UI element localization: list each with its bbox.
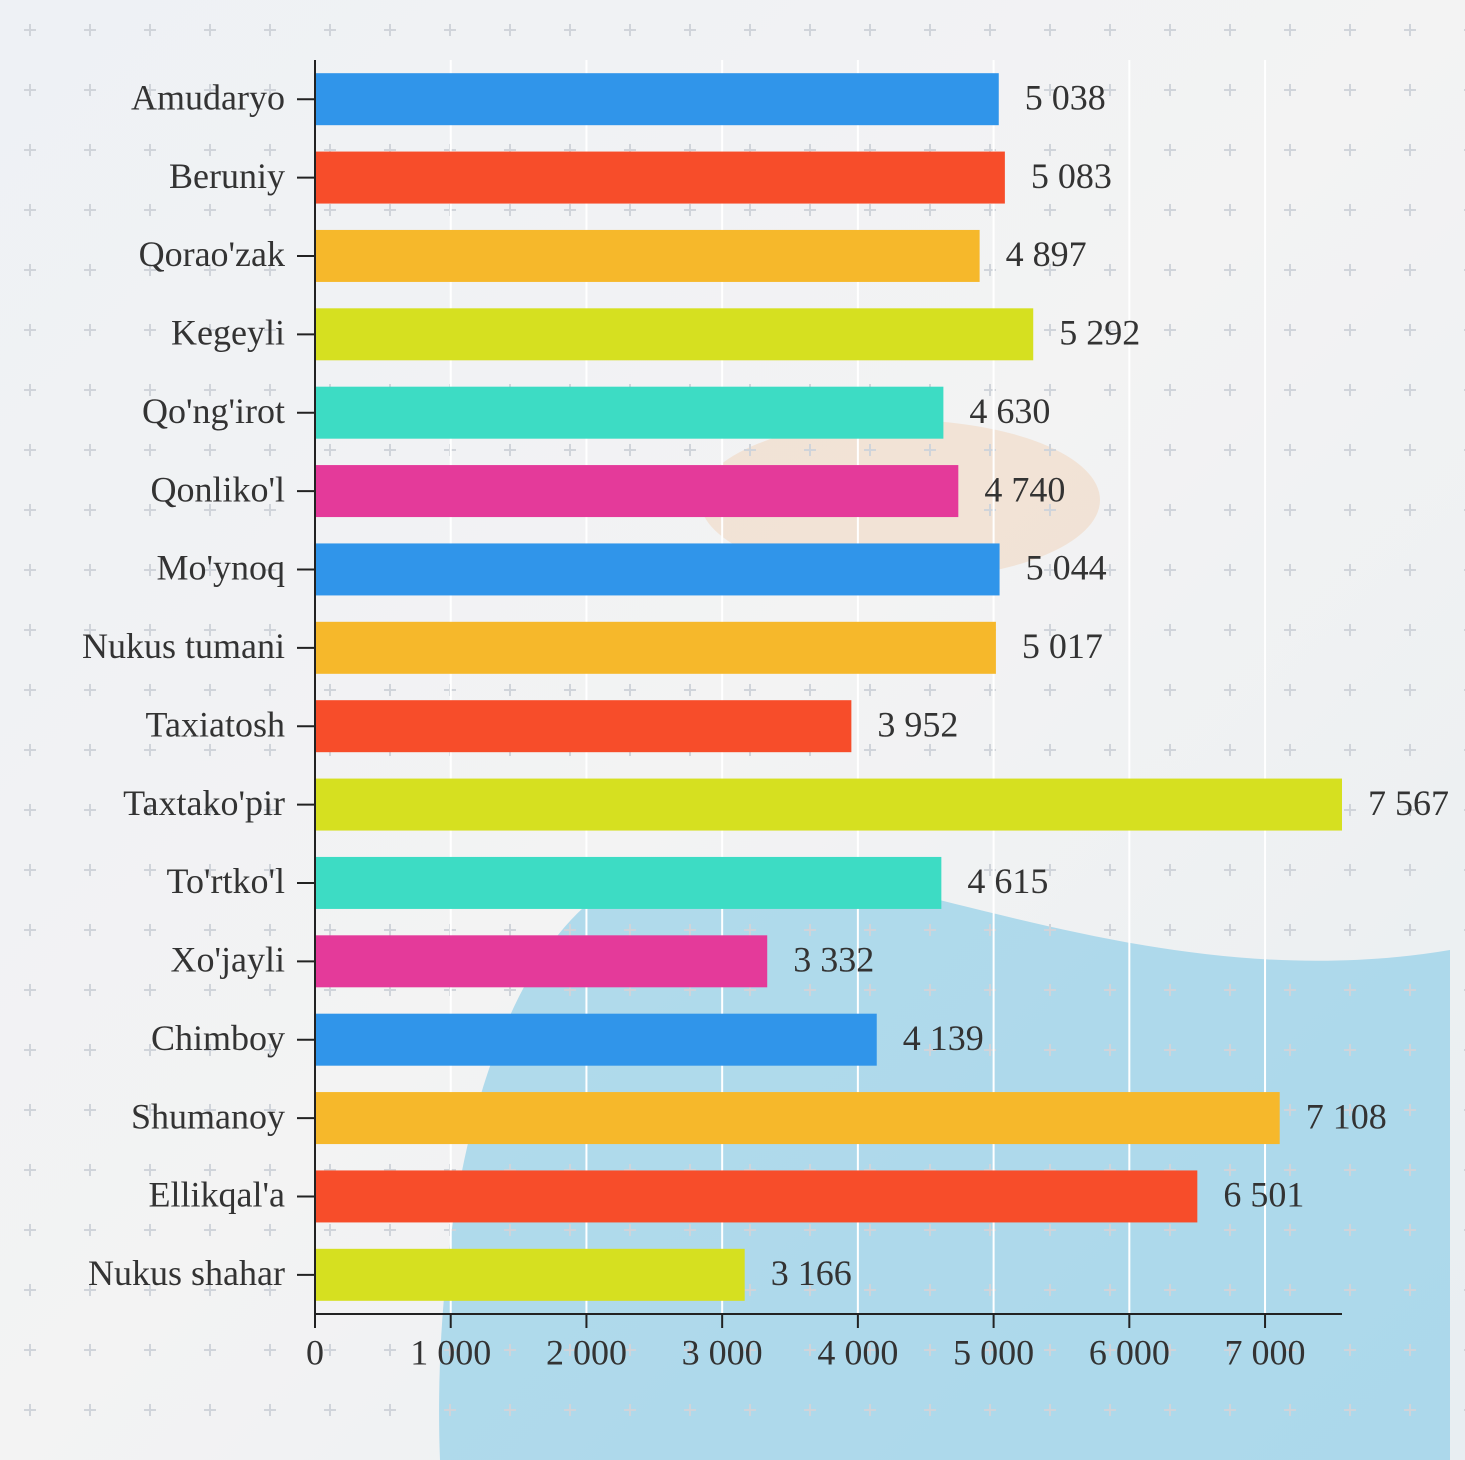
value-label: 7 567 — [1368, 783, 1449, 823]
value-label: 5 083 — [1031, 156, 1112, 196]
value-label: 3 952 — [877, 704, 958, 744]
value-label: 4 615 — [967, 861, 1048, 901]
value-label: 4 740 — [984, 469, 1065, 509]
bar — [315, 935, 768, 988]
value-label: 4 630 — [969, 391, 1050, 431]
bar — [315, 308, 1034, 361]
y-tick-label: To'rtko'l — [167, 861, 285, 901]
x-tick-label: 1 000 — [410, 1332, 491, 1372]
value-label: 3 332 — [793, 940, 874, 980]
y-tick-label: Kegeyli — [171, 313, 285, 353]
bar — [315, 1092, 1280, 1145]
x-tick-label: 5 000 — [953, 1332, 1034, 1372]
bar — [315, 1170, 1198, 1223]
y-tick-label: Taxiatosh — [146, 704, 285, 744]
x-tick-label: 2 000 — [546, 1332, 627, 1372]
y-tick-label: Qonliko'l — [151, 469, 286, 509]
bar — [315, 386, 944, 439]
y-tick-label: Nukus tumani — [82, 626, 285, 666]
value-label: 5 038 — [1025, 77, 1106, 117]
x-tick-label: 3 000 — [682, 1332, 763, 1372]
y-tick-label: Beruniy — [169, 156, 285, 196]
value-label: 5 292 — [1059, 313, 1140, 353]
bar — [315, 700, 852, 753]
value-label: 7 108 — [1306, 1096, 1387, 1136]
x-tick-label: 6 000 — [1089, 1332, 1170, 1372]
y-tick-label: Nukus shahar — [88, 1253, 285, 1293]
bar — [315, 151, 1005, 204]
bar — [315, 543, 1000, 596]
bar — [315, 465, 959, 518]
bar — [315, 856, 942, 909]
bar — [315, 73, 999, 126]
y-tick-label: Shumanoy — [131, 1096, 285, 1136]
bar — [315, 1013, 877, 1066]
y-tick-label: Mo'ynoq — [157, 548, 286, 588]
bar — [315, 621, 996, 674]
y-tick-label: Taxtako'pir — [123, 783, 285, 823]
value-label: 4 897 — [1006, 234, 1087, 274]
value-label: 4 139 — [903, 1018, 984, 1058]
y-tick-label: Amudaryo — [131, 77, 285, 117]
bar — [315, 1248, 745, 1301]
value-label: 3 166 — [771, 1253, 852, 1293]
y-tick-label: Qo'ng'irot — [142, 391, 285, 431]
y-tick-label: Xo'jayli — [171, 940, 285, 980]
y-tick-label: Ellikqal'a — [149, 1175, 285, 1215]
plot: 5 038 Amudaryo 5 083 Beruniy 4 897 Qorao'zak 5… — [82, 60, 1449, 1315]
bar — [315, 778, 1342, 831]
bar — [315, 229, 980, 282]
value-label: 6 501 — [1223, 1175, 1304, 1215]
y-tick-label: Chimboy — [151, 1018, 285, 1058]
x-tick-label: 4 000 — [817, 1332, 898, 1372]
x-tick-label: 0 — [306, 1332, 324, 1372]
x-tick-label: 7 000 — [1225, 1332, 1306, 1372]
y-tick-label: Qorao'zak — [139, 234, 285, 274]
value-label: 5 044 — [1026, 548, 1107, 588]
value-label: 5 017 — [1022, 626, 1103, 666]
